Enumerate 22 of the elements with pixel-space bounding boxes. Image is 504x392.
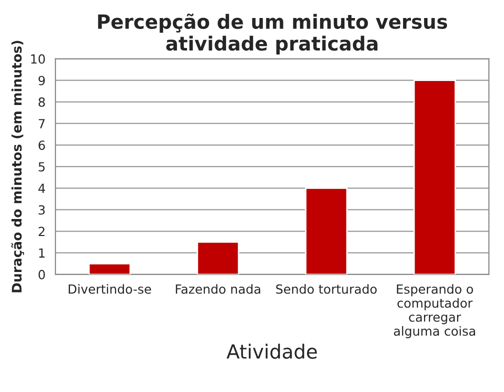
y-tick-label: 4 (38, 184, 46, 193)
y-tick-label: 6 (38, 140, 45, 150)
y-tick-label: 10 (31, 54, 45, 64)
chart-title: Percepção de um minuto versus atividade praticada (98, 14, 448, 55)
bar (305, 187, 348, 274)
y-tick-label: 3 (38, 205, 45, 215)
y-tick-label: 0 (38, 270, 45, 280)
y-tick-label: 9 (38, 76, 45, 86)
y-axis-title: Duração do minutos (em minutos) (11, 40, 24, 292)
x-axis-title: Atividade (226, 344, 317, 359)
x-tick-label: Divertindo-se (68, 284, 152, 294)
y-tick-label: 2 (38, 226, 44, 236)
y-tick-label: 5 (38, 162, 45, 172)
bar (88, 262, 131, 274)
y-tick-label: 7 (38, 119, 45, 128)
y-tick-label: 8 (38, 97, 45, 107)
x-tick-label: Esperando o computador carregar alguma coisa (394, 284, 476, 338)
x-tick-label: Sendo torturado (276, 284, 377, 294)
y-tick-label: 1 (39, 248, 45, 258)
bar (196, 241, 240, 274)
bar (413, 80, 456, 274)
x-tick-label: Fazendo nada (176, 284, 260, 294)
